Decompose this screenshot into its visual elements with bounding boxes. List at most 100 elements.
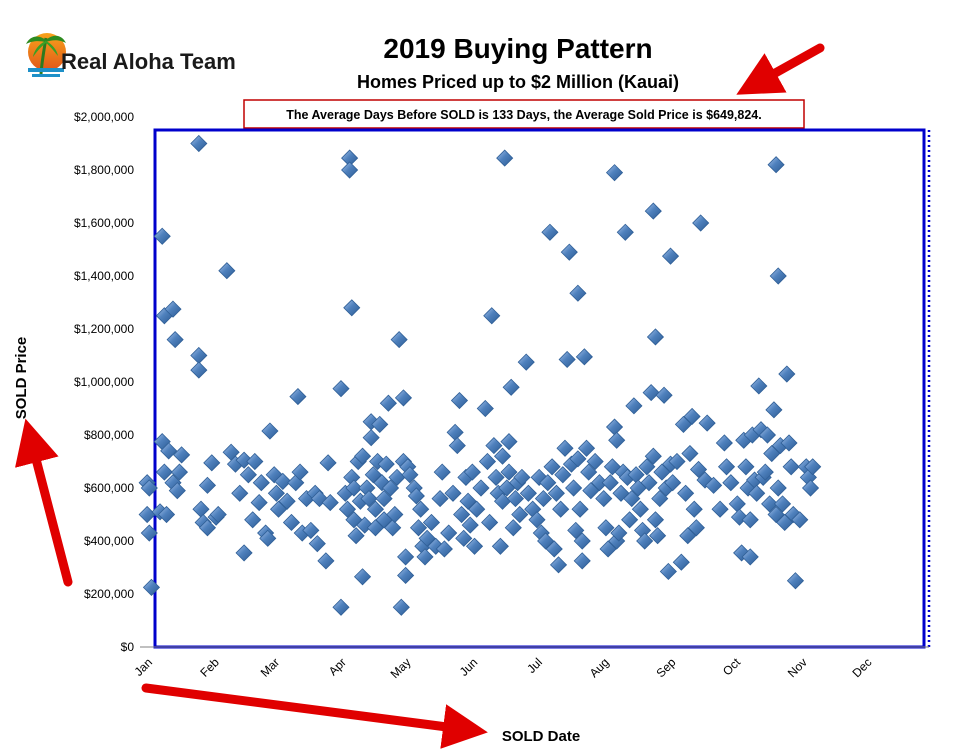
plot-area <box>140 128 931 649</box>
data-point <box>218 262 236 280</box>
data-point <box>353 568 372 586</box>
x-tick-label: Dec <box>850 655 875 680</box>
data-point <box>343 299 361 317</box>
data-point <box>577 439 596 457</box>
data-point <box>569 450 587 468</box>
data-point <box>601 474 619 492</box>
plot-border <box>153 128 926 649</box>
y-tick-label: $1,000,000 <box>74 375 134 389</box>
data-point <box>267 484 285 502</box>
data-point <box>541 223 559 241</box>
annotation-text: The Average Days Before SOLD is 133 Days… <box>286 108 761 122</box>
data-point <box>605 164 624 182</box>
data-point <box>239 466 257 484</box>
data-point <box>338 500 357 518</box>
data-point <box>407 487 425 505</box>
data-point <box>203 454 221 472</box>
data-point <box>377 455 395 473</box>
data-point <box>668 452 686 471</box>
data-point <box>655 386 673 404</box>
data-point <box>748 484 766 502</box>
y-tick-label: $600,000 <box>84 481 134 495</box>
y-tick-label: $1,200,000 <box>74 322 134 336</box>
data-point <box>435 540 453 558</box>
data-point <box>259 529 277 547</box>
data-point <box>631 500 649 518</box>
y-tick-label: $1,400,000 <box>74 269 134 283</box>
data-point <box>804 458 822 476</box>
data-point <box>625 397 643 415</box>
data-point <box>560 243 578 261</box>
data-point <box>646 511 665 529</box>
y-axis-ticks: $0 $200,000 $400,000 $600,000 $800,000 $1,000… <box>74 110 134 654</box>
data-point <box>644 447 662 465</box>
data-point <box>190 134 208 153</box>
data-point <box>487 468 505 486</box>
data-point <box>493 447 512 465</box>
data-point <box>379 394 397 412</box>
data-point <box>722 474 740 492</box>
x-tick-label: Feb <box>197 655 222 680</box>
data-point <box>692 214 710 232</box>
data-point <box>235 451 253 469</box>
data-point <box>476 399 494 418</box>
data-point <box>543 458 561 476</box>
data-point <box>422 513 441 532</box>
data-point <box>573 552 591 570</box>
data-point <box>231 484 249 502</box>
data-point <box>558 350 576 369</box>
data-point <box>390 331 408 349</box>
data-point <box>302 521 320 539</box>
data-point <box>610 524 628 542</box>
data-point <box>567 521 585 539</box>
data-point <box>683 407 701 426</box>
x-tick-label: Aug <box>587 655 612 680</box>
data-point <box>478 452 497 471</box>
data-point <box>274 472 292 490</box>
data-point <box>528 511 546 529</box>
data-point <box>778 365 796 383</box>
data-point <box>681 444 699 463</box>
data-point <box>741 548 759 566</box>
data-point <box>252 474 270 492</box>
data-point <box>353 447 372 465</box>
data-point <box>341 161 359 179</box>
data-point <box>319 454 337 472</box>
data-point <box>649 527 667 545</box>
data-point <box>685 500 703 518</box>
data-point <box>381 479 400 497</box>
data-point <box>765 401 783 419</box>
data-point <box>756 463 774 481</box>
x-axis-ticks: Jan Feb Mar Apr May Jun Jul Aug Sep Oct Nov Dec <box>132 655 875 681</box>
data-point <box>506 490 525 508</box>
data-point <box>791 511 809 529</box>
data-points <box>138 134 822 616</box>
data-point <box>595 490 613 508</box>
x-tick-label: Mar <box>258 655 283 680</box>
data-point <box>780 434 798 452</box>
x-tick-label: Jan <box>132 655 156 679</box>
data-point <box>465 537 484 555</box>
data-point <box>278 492 296 510</box>
y-tick-label: $1,800,000 <box>74 163 134 177</box>
data-point <box>483 307 501 325</box>
data-point <box>250 494 268 512</box>
data-point <box>155 463 173 481</box>
data-point <box>741 511 759 529</box>
data-point <box>761 495 779 513</box>
data-point <box>644 202 662 220</box>
data-point <box>440 524 458 542</box>
x-axis-title: SOLD Date <box>502 728 580 745</box>
data-point <box>534 490 553 508</box>
data-point <box>244 511 262 529</box>
data-point <box>608 431 626 449</box>
data-point <box>308 535 326 553</box>
data-point <box>687 519 705 537</box>
data-point <box>782 458 800 476</box>
data-point <box>209 505 227 524</box>
data-point <box>513 468 531 486</box>
data-point <box>580 463 598 481</box>
data-point <box>640 474 658 492</box>
data-point <box>366 500 385 518</box>
data-point <box>463 463 481 481</box>
